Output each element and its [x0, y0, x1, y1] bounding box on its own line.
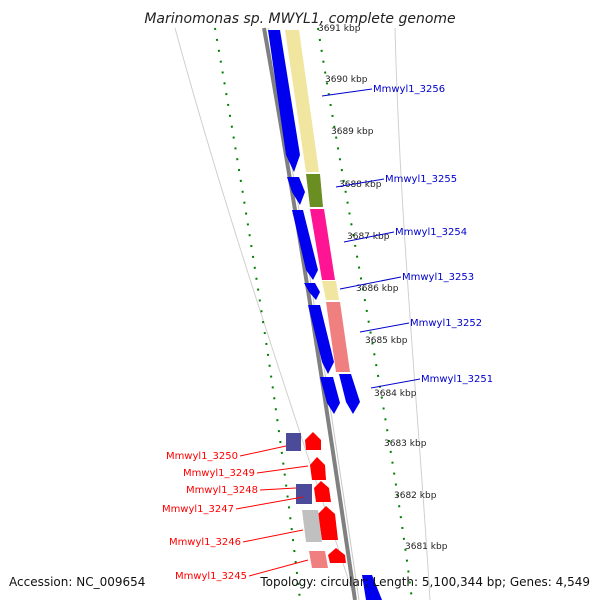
leader-line: [370, 378, 421, 389]
accession-text: Accession: NC_009654: [9, 575, 145, 589]
tick-label: 3684 kbp: [374, 389, 417, 399]
gene-arrow-offscreen: [362, 575, 382, 600]
leader-line: [235, 496, 304, 510]
gene-label-mmwyl1-3255[interactable]: Mmwyl1_3255: [385, 174, 457, 185]
ring-outer-outline: [394, 27, 431, 600]
gene-label-mmwyl1-3256[interactable]: Mmwyl1_3256: [373, 84, 445, 95]
leader-line: [321, 88, 373, 97]
leader-line: [256, 465, 309, 474]
tick-label: 3682 kbp: [394, 491, 437, 501]
gene-label-mmwyl1-3246[interactable]: Mmwyl1_3246: [169, 537, 241, 548]
cog-box-mmwyl1-3247: [302, 510, 322, 542]
gene-label-mmwyl1-3253[interactable]: Mmwyl1_3253: [402, 272, 474, 283]
gene-label-mmwyl1-3245[interactable]: Mmwyl1_3245: [175, 571, 247, 582]
tick-label: 3686 kbp: [356, 284, 399, 294]
tick-label: 3688 kbp: [339, 180, 382, 190]
tick-label: 3685 kbp: [365, 336, 408, 346]
leader-line: [242, 529, 304, 543]
map-title: Marinomonas sp. MWYL1, complete genome: [144, 11, 455, 27]
tick-label: 3689 kbp: [331, 127, 374, 137]
cog-band-mmwyl1-3256: [285, 30, 319, 172]
function-color-track: [285, 30, 350, 372]
gene-arrow-mmwyl1-3253[interactable]: [304, 283, 320, 300]
reverse-strand-track: [305, 432, 346, 563]
cog-box-mmwyl1-3250: [286, 433, 301, 451]
gene-label-mmwyl1-3254[interactable]: Mmwyl1_3254: [395, 227, 467, 238]
tick-track: [317, 27, 413, 600]
gc-content-track: [214, 27, 301, 600]
gene-label-mmwyl1-3247[interactable]: Mmwyl1_3247: [162, 504, 234, 515]
gene-arrow-mmwyl1-3254[interactable]: [292, 210, 318, 280]
gene-label-mmwyl1-3252[interactable]: Mmwyl1_3252: [410, 318, 482, 329]
gene-arrow-mmwyl1-3251-a[interactable]: [320, 377, 340, 414]
genome-summary-text: Topology: circular; Length: 5,100,344 bp…: [259, 575, 590, 589]
cog-band-mmwyl1-3253: [322, 281, 339, 300]
cog-band-mmwyl1-3252: [326, 302, 350, 372]
leader-line: [248, 559, 309, 577]
leader-line: [335, 178, 385, 188]
gene-arrow-mmwyl1-3250[interactable]: [305, 432, 321, 450]
reverse-function-track: [286, 433, 328, 568]
leader-line: [339, 276, 402, 290]
tick-label: 3683 kbp: [384, 439, 427, 449]
forward-gene-labels: Mmwyl1_3256 Mmwyl1_3255 Mmwyl1_3254 Mmwy…: [321, 84, 493, 389]
cog-band-mmwyl1-3254: [310, 209, 335, 280]
gene-arrow-mmwyl1-3248[interactable]: [314, 481, 331, 502]
leader-line: [343, 231, 395, 243]
gene-arrow-mmwyl1-3252[interactable]: [308, 305, 334, 374]
tick-label: 3681 kbp: [405, 542, 448, 552]
tick-label: 3690 kbp: [325, 75, 368, 85]
forward-strand-track: [268, 30, 360, 414]
tick-label: 3691 kbp: [318, 24, 361, 34]
gene-arrow-mmwyl1-3247[interactable]: [318, 506, 338, 540]
gene-label-mmwyl1-3251[interactable]: Mmwyl1_3251: [421, 374, 493, 385]
leader-line: [239, 445, 287, 457]
gene-arrow-mmwyl1-3251-b[interactable]: [339, 374, 360, 414]
gene-arrow-mmwyl1-3246[interactable]: [328, 548, 346, 563]
gene-label-mmwyl1-3248[interactable]: Mmwyl1_3248: [186, 485, 258, 496]
cog-box-mmwyl1-3246: [309, 551, 328, 568]
gene-label-mmwyl1-3249[interactable]: Mmwyl1_3249: [183, 468, 255, 479]
leader-line: [259, 487, 297, 491]
reverse-gene-labels: Mmwyl1_3250 Mmwyl1_3249 Mmwyl1_3248 Mmwy…: [162, 445, 309, 582]
cog-box-mmwyl1-3248: [296, 484, 312, 504]
gene-arrow-mmwyl1-3255[interactable]: [287, 177, 305, 205]
gene-arrow-mmwyl1-3256[interactable]: [268, 30, 300, 172]
leader-line: [359, 322, 410, 333]
gene-label-mmwyl1-3250[interactable]: Mmwyl1_3250: [166, 451, 238, 462]
cog-band-mmwyl1-3255: [306, 174, 323, 207]
gene-arrow-mmwyl1-3249[interactable]: [310, 457, 326, 480]
